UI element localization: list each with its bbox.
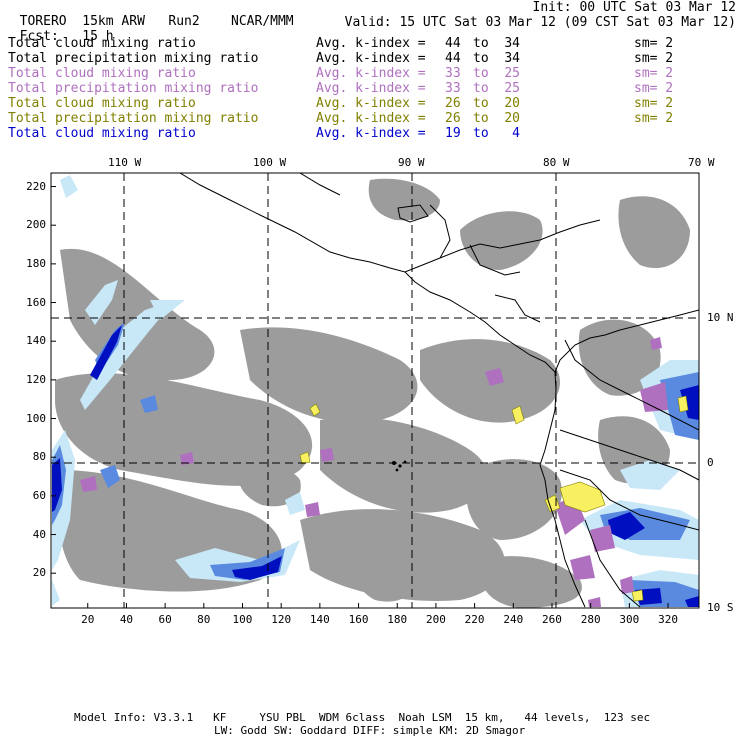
x-tick-label: 200 <box>425 613 446 626</box>
legend-field: Total precipitation mixing ratio <box>8 81 259 96</box>
x-tick-label: 280 <box>580 613 601 626</box>
lat-label-10s: 10 S <box>707 601 734 614</box>
lon-label-70w: 70 W <box>688 156 715 169</box>
legend-kindex-to: 34 <box>504 51 520 66</box>
x-tick-label: 80 <box>197 613 211 626</box>
y-tick-label: 80 <box>32 450 46 464</box>
footer-physics-info: LW: Godd SW: Goddard DIFF: simple KM: 2D… <box>214 724 526 737</box>
lat-label-10n: 10 N <box>707 311 734 324</box>
x-tick-label: 20 <box>81 613 95 626</box>
legend-to-word: to <box>473 51 489 66</box>
resolution: 15km ARW <box>82 14 145 29</box>
x-tick-label: 320 <box>658 613 678 626</box>
y-tick-label: 20 <box>32 566 46 580</box>
x-tick-label: 100 <box>232 613 253 626</box>
legend-kindex-to: 20 <box>504 96 520 111</box>
legend-kindex-to: 34 <box>504 36 520 51</box>
legend-to-word: to <box>473 66 489 81</box>
x-tick-label: 240 <box>503 613 524 626</box>
legend-smoothing: sm= 2 <box>634 66 674 81</box>
x-tick-label: 260 <box>542 613 562 626</box>
forecast-hour: Fcst: 15 h <box>4 16 114 44</box>
legend-kindex-label: Avg. k-index = <box>316 126 426 141</box>
x-tick-label: 40 <box>119 613 134 626</box>
legend-smoothing: sm= 2 <box>634 81 674 96</box>
legend-smoothing: sm= 2 <box>634 36 674 51</box>
x-tick-label: 180 <box>387 613 408 626</box>
legend-to-word: to <box>473 36 489 51</box>
legend-field: Total precipitation mixing ratio <box>8 111 259 126</box>
lon-label-80w: 80 W <box>543 156 570 169</box>
legend-field: Total cloud mixing ratio <box>8 36 196 51</box>
legend-kindex-label: Avg. k-index = <box>316 96 426 111</box>
y-tick-label: 100 <box>26 411 46 425</box>
legend-kindex-to: 25 <box>504 66 520 81</box>
footer-model-info: Model Info: V3.3.1 KF YSU PBL WDM 6class… <box>74 711 651 724</box>
legend-to-word: to <box>473 96 489 111</box>
lon-label-110w: 110 W <box>108 156 142 169</box>
legend-field: Total cloud mixing ratio <box>8 96 196 111</box>
legend-kindex-from: 33 <box>445 66 461 81</box>
legend-kindex-from: 44 <box>445 51 461 66</box>
y-tick-label: 140 <box>26 334 46 348</box>
x-tick-label: 140 <box>309 613 330 626</box>
legend-kindex-label: Avg. k-index = <box>316 81 426 96</box>
lon-label-100w: 100 W <box>253 156 287 169</box>
init-time: Init: 00 UTC Sat 03 Mar 12 <box>532 0 737 15</box>
legend-kindex-from: 44 <box>445 36 461 51</box>
cloud-dark-blue-field <box>52 325 699 607</box>
legend-field: Total cloud mixing ratio <box>8 126 196 141</box>
x-tick-label: 160 <box>348 613 369 626</box>
lat-label-0: 0 <box>707 456 714 469</box>
y-tick-label: 160 <box>26 295 46 309</box>
legend-kindex-label: Avg. k-index = <box>316 111 426 126</box>
y-tick-label: 180 <box>26 256 46 270</box>
map-frame <box>50 172 700 609</box>
legend-kindex-label: Avg. k-index = <box>316 66 426 81</box>
legend-to-word: to <box>473 81 489 96</box>
y-tick-label: 120 <box>26 372 46 386</box>
lon-label-90w: 90 W <box>398 156 425 169</box>
x-tick-label: 120 <box>271 613 292 626</box>
y-tick-label: 40 <box>32 527 46 541</box>
legend-kindex-from: 19 <box>445 126 461 141</box>
y-tick-label: 220 <box>26 179 46 193</box>
x-tick-label: 60 <box>158 613 172 626</box>
legend-smoothing: sm= 2 <box>634 96 674 111</box>
legend-kindex-from: 33 <box>445 81 461 96</box>
legend-kindex-from: 26 <box>445 96 461 111</box>
model-title: TORERO 15km ARW Run2 NCAR/MMM <box>4 1 294 29</box>
legend-field: Total precipitation mixing ratio <box>8 51 259 66</box>
axis-ticks <box>51 186 669 608</box>
legend-kindex-label: Avg. k-index = <box>316 36 426 51</box>
legend-smoothing: sm= 2 <box>634 51 674 66</box>
run-name: Run2 <box>168 14 200 29</box>
legend-kindex-label: Avg. k-index = <box>316 51 426 66</box>
legend-kindex-to: 4 <box>512 126 520 141</box>
organization: NCAR/MMM <box>231 14 294 29</box>
legend-to-word: to <box>473 111 489 126</box>
y-tick-label: 200 <box>26 218 46 232</box>
y-tick-label: 60 <box>32 488 46 502</box>
fcst-hours: 15 h <box>82 29 114 44</box>
legend-kindex-from: 26 <box>445 111 461 126</box>
model-name: TORERO <box>19 14 67 29</box>
legend-kindex-to: 25 <box>504 81 520 96</box>
legend-kindex-to: 20 <box>504 111 520 126</box>
legend-smoothing: sm= 2 <box>634 111 674 126</box>
x-tick-label: 300 <box>619 613 640 626</box>
valid-time: Valid: 15 UTC Sat 03 Mar 12 (09 CST Sat … <box>344 15 736 30</box>
x-tick-label: 220 <box>464 613 485 626</box>
lat-lon-grid <box>51 173 699 608</box>
fcst-label: Fcst: <box>19 29 59 44</box>
legend-field: Total cloud mixing ratio <box>8 66 196 81</box>
legend-to-word: to <box>473 126 489 141</box>
